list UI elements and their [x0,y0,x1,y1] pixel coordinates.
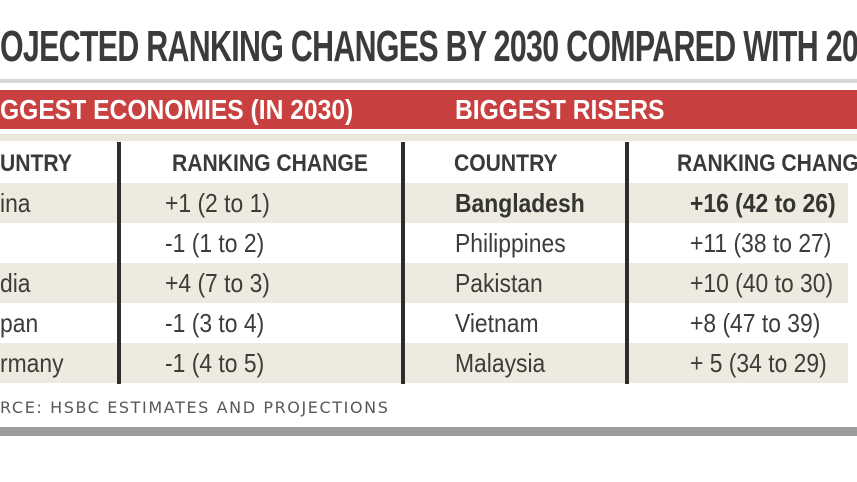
right-country-cell: Pakistan [455,268,543,298]
column-header-right-ranking-change: RANKING CHANGE [677,150,857,177]
left-change-cell: +4 (7 to 3) [165,268,270,298]
right-change-cell: +8 (47 to 39) [690,308,821,338]
source-credit: RCE: HSBC ESTIMATES AND PROJECTIONS [0,398,390,417]
left-country-cell: dia [0,268,31,298]
right-country-cell: Bangladesh [455,188,585,218]
footer-bar [0,427,857,436]
page-title-wrap: OJECTED RANKING CHANGES BY 2030 COMPARED… [0,20,857,74]
section-header-band: GGEST ECONOMIES (IN 2030) BIGGEST RISERS [0,90,857,129]
table-row: ina +1 (2 to 1) Bangladesh +16 (42 to 26… [0,183,848,223]
table-row: pan -1 (3 to 4) Vietnam +8 (47 to 39) [0,303,848,343]
column-divider-left [117,142,121,384]
column-header-right-country: COUNTRY [454,150,558,177]
left-country-cell: rmany [0,348,64,378]
column-divider-right [625,142,629,384]
left-change-cell: +1 (2 to 1) [165,188,270,218]
table-row: dia +4 (7 to 3) Pakistan +10 (40 to 30) [0,263,848,303]
right-change-cell: +10 (40 to 30) [690,268,834,298]
right-country-cell: Malaysia [455,348,546,378]
table-row: rmany -1 (4 to 5) Malaysia + 5 (34 to 29… [0,343,848,383]
column-header-left-country: UNTRY [0,150,72,177]
left-country-cell: pan [0,308,39,338]
right-country-cell: Philippines [455,228,566,258]
right-country-cell: Vietnam [455,308,539,338]
table-divider-middle [401,142,405,384]
table-row: -1 (1 to 2) Philippines +11 (38 to 27) [0,223,848,263]
left-country-cell: ina [0,188,31,218]
section-title-biggest-risers: BIGGEST RISERS [455,94,665,125]
band-understripe [0,134,857,141]
left-change-cell: -1 (1 to 2) [165,228,265,258]
title-divider-rule [0,79,857,83]
right-change-cell: +11 (38 to 27) [690,228,832,258]
right-change-cell: +16 (42 to 26) [690,188,836,218]
left-change-cell: -1 (4 to 5) [165,348,265,378]
column-header-left-ranking-change: RANKING CHANGE [172,150,368,177]
page-title: OJECTED RANKING CHANGES BY 2030 COMPARED… [0,22,857,71]
left-change-cell: -1 (3 to 4) [165,308,265,338]
right-change-cell: + 5 (34 to 29) [690,348,827,378]
section-title-biggest-economies: GGEST ECONOMIES (IN 2030) [0,94,354,125]
